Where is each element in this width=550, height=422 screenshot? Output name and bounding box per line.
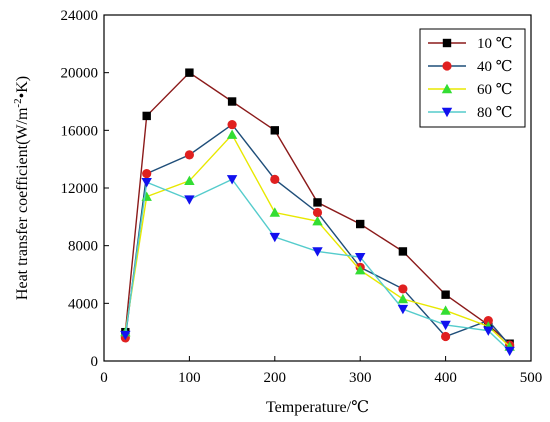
y-axis-title: Heat transfer coefficient(W/m-2•K): [12, 76, 31, 300]
legend-marker: [441, 83, 453, 94]
data-point: [483, 316, 493, 326]
data-point: [141, 178, 152, 188]
data-point: [312, 207, 323, 218]
data-point: [398, 247, 408, 256]
data-point: [312, 215, 323, 226]
data-point: [142, 168, 152, 179]
legend-item: 60 ℃: [428, 82, 513, 98]
data-point: [185, 68, 194, 77]
data-point: [440, 305, 451, 315]
y-axis-ticks: 0 4000 8000 12000 16000 20000 24000: [61, 8, 109, 370]
y-tick-label: 12000: [61, 181, 99, 197]
y-tick-label: 4000: [68, 296, 98, 312]
data-point: [226, 175, 238, 185]
data-point: [142, 111, 151, 121]
legend-label: 80 ℃: [477, 105, 513, 121]
data-point: [226, 129, 238, 139]
data-point: [440, 320, 451, 331]
data-point: [355, 253, 366, 263]
data-point: [120, 330, 131, 341]
legend-item: 10 ℃: [428, 36, 513, 52]
data-point: [270, 174, 280, 184]
x-tick-label: 500: [520, 370, 543, 386]
data-point: [504, 346, 515, 357]
legend-marker: [441, 107, 453, 118]
x-tick-label: 300: [349, 370, 372, 386]
data-point: [141, 191, 152, 201]
x-axis-ticks: 0 100 200 300 400 500: [100, 356, 542, 386]
x-tick-label: 400: [434, 370, 457, 386]
y-tick-label: 20000: [61, 66, 99, 82]
y-axis-title-main: Heat transfer coefficient(W/m: [14, 107, 31, 300]
data-point: [184, 195, 195, 205]
x-tick-label: 200: [264, 370, 287, 386]
legend-item: 80 ℃: [428, 105, 513, 121]
data-point: [312, 247, 323, 257]
data-point: [184, 175, 195, 185]
data-point: [270, 126, 279, 135]
legend-label: 60 ℃: [477, 82, 513, 98]
series-line: [124, 133, 511, 348]
data-point: [441, 331, 451, 342]
data-point: [313, 198, 322, 207]
data-point: [227, 97, 237, 106]
data-point: [227, 119, 237, 130]
series-3: [120, 129, 515, 351]
data-point: [397, 304, 409, 315]
data-point: [398, 284, 408, 294]
data-point: [184, 150, 194, 160]
legend-label: 10 ℃: [477, 36, 513, 52]
series-line: [124, 123, 511, 346]
data-point: [356, 219, 365, 229]
data-point: [441, 290, 450, 299]
y-axis-title-superscript: -2: [12, 98, 24, 107]
data-point: [397, 293, 409, 304]
legend-label: 40 ℃: [477, 59, 513, 75]
y-tick-label: 24000: [61, 8, 99, 24]
legend-item: 40 ℃: [428, 59, 513, 75]
legend-marker: [442, 61, 452, 71]
y-tick-label: 16000: [61, 123, 99, 139]
legend: 10 ℃ 40 ℃ 60 ℃ 80 ℃: [419, 28, 526, 128]
y-axis-title-tail: •K): [14, 76, 31, 98]
data-point: [355, 264, 366, 275]
y-tick-label: 0: [91, 354, 99, 370]
legend-box: [419, 28, 526, 128]
data-point: [269, 232, 280, 243]
x-tick-label: 100: [178, 370, 201, 386]
data-point: [269, 207, 280, 217]
x-tick-label: 0: [100, 370, 108, 386]
series-2: [120, 119, 515, 350]
series-layer: [120, 68, 515, 357]
y-tick-label: 8000: [68, 239, 98, 255]
series-4: [120, 175, 515, 357]
x-axis-title: Temperature/℃: [266, 399, 369, 416]
data-point: [483, 326, 494, 336]
legend-marker: [442, 38, 452, 48]
